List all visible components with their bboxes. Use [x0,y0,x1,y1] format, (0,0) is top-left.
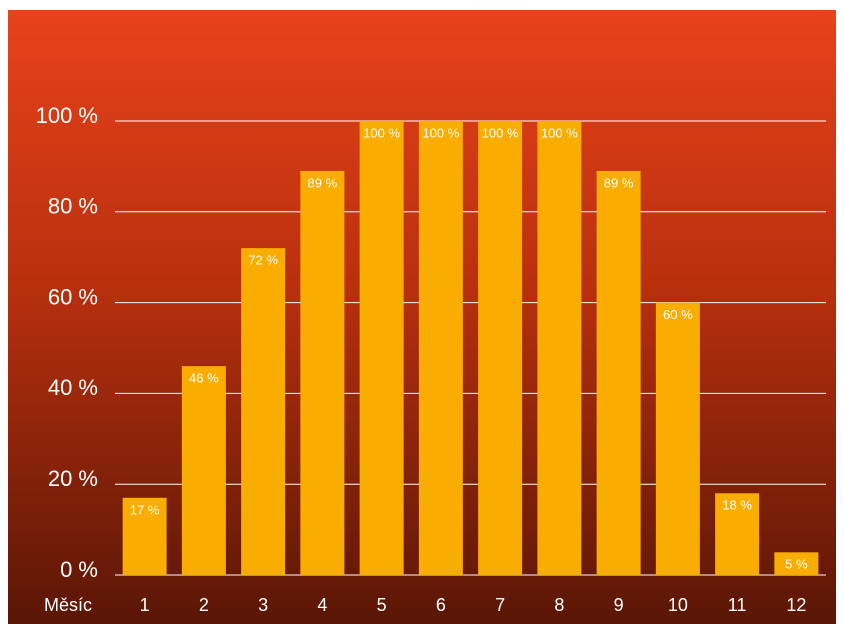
x-tick-label: 4 [317,595,327,615]
value-label: 100 % [482,125,519,140]
value-label: 5 % [785,557,808,572]
value-label: 100 % [363,125,400,140]
x-tick-label: 8 [554,595,564,615]
y-tick-label: 80 % [48,194,98,219]
value-label: 89 % [308,175,338,190]
y-tick-label: 40 % [48,375,98,400]
x-tick-label: 11 [728,595,747,615]
value-label: 100 % [541,125,578,140]
bar [419,121,463,575]
value-label: 60 % [663,307,693,322]
y-tick-label: 0 % [60,557,98,582]
bar [182,366,226,575]
value-label: 72 % [248,253,278,268]
y-tick-label: 60 % [48,284,98,309]
x-tick-label: 10 [668,595,688,615]
page: {"chart_data": {"type": "bar", "x_label"… [0,0,844,624]
x-tick-label: 5 [377,595,387,615]
value-label: 18 % [722,498,752,513]
bar [300,171,344,575]
bar [478,121,522,575]
x-tick-label: 1 [140,595,150,615]
bar [360,121,404,575]
value-label: 89 % [604,175,634,190]
value-label: 17 % [130,502,160,517]
x-tick-label: 7 [495,595,505,615]
y-tick-label: 20 % [48,466,98,491]
x-tick-label: 9 [614,595,624,615]
bar [537,121,581,575]
value-label: 100 % [422,125,459,140]
x-axis-label: Měsíc [44,595,92,615]
x-tick-label: 3 [258,595,268,615]
chart: Měsíc 0 % 20 % 40 % 60 % 80 % 100 % 17 % 1 46 % 2… [0,0,844,624]
x-tick-label: 12 [786,595,806,615]
x-tick-label: 6 [436,595,446,615]
bar [656,303,700,575]
bar [597,171,641,575]
bar [241,248,285,575]
y-tick-label: 100 % [36,103,98,128]
value-label: 46 % [189,371,219,386]
x-tick-label: 2 [199,595,209,615]
